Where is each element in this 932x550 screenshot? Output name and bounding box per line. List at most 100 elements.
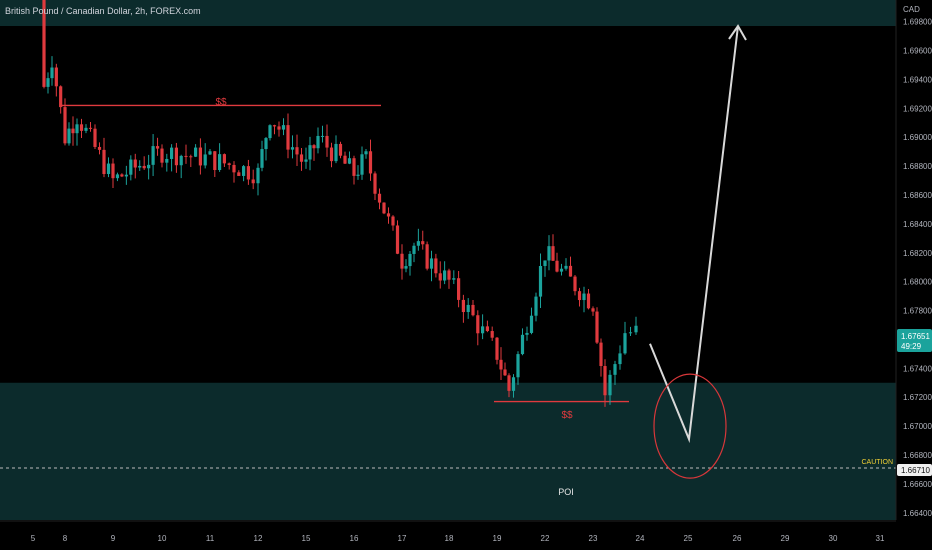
candle <box>499 347 503 381</box>
price-tick-label: 1.68200 <box>903 249 932 258</box>
candle <box>50 56 54 86</box>
chart-title: British Pound / Canadian Dollar, 2h, FOR… <box>5 6 201 16</box>
candle <box>71 116 75 146</box>
candle <box>471 299 475 317</box>
candle <box>268 124 272 141</box>
candle <box>386 207 391 224</box>
candle <box>404 259 408 273</box>
time-tick-label: 15 <box>302 534 311 543</box>
candle <box>93 124 97 149</box>
upper-zone <box>0 0 896 26</box>
time-tick-label: 12 <box>254 534 263 543</box>
candle <box>308 136 312 171</box>
candle <box>290 135 295 159</box>
candle <box>364 148 368 159</box>
candle <box>325 124 329 157</box>
candle <box>97 142 102 155</box>
poi-label: POI <box>558 487 574 497</box>
candle <box>320 125 325 143</box>
candle <box>452 270 456 285</box>
candle <box>222 153 226 167</box>
candle <box>106 157 111 178</box>
time-tick-label: 24 <box>636 534 645 543</box>
candle <box>529 307 534 335</box>
time-tick-label: 25 <box>684 534 693 543</box>
candle <box>391 215 395 231</box>
time-tick-labels: 5 8 9 10 11 12 15 16 17 18 19 22 23 24 25 26 29 30 31 <box>31 534 885 543</box>
candles-layer <box>42 0 638 407</box>
candle <box>360 146 364 180</box>
candle <box>272 124 277 135</box>
time-tick-label: 11 <box>206 534 215 543</box>
candle <box>260 140 264 172</box>
price-tick-label: 1.66800 <box>903 451 932 460</box>
candle <box>155 137 160 156</box>
candle <box>299 147 304 171</box>
candle <box>304 147 308 169</box>
candle <box>434 253 438 278</box>
time-axis[interactable]: 5 8 9 10 11 12 15 16 17 18 19 22 23 24 25 26 29 30 31 <box>0 520 896 543</box>
candle <box>189 154 193 168</box>
candle <box>102 137 106 178</box>
candle <box>147 154 151 180</box>
time-tick-label: 10 <box>158 534 167 543</box>
levels-layer <box>0 104 896 469</box>
price-tick-label: 1.69600 <box>903 47 932 56</box>
target-circle <box>653 373 727 479</box>
candle <box>520 328 525 356</box>
time-tick-label: 9 <box>111 534 116 543</box>
candle <box>395 220 400 255</box>
candle <box>534 292 538 322</box>
candle <box>160 144 164 168</box>
candle <box>555 252 559 273</box>
candle <box>184 144 188 164</box>
candle <box>547 235 551 271</box>
time-tick-label: 17 <box>398 534 407 543</box>
currency-label: CAD <box>903 5 920 14</box>
price-tick-label: 1.66400 <box>903 509 932 518</box>
time-tick-label: 5 <box>31 534 36 543</box>
candle <box>613 360 617 385</box>
candle <box>573 274 577 296</box>
candle <box>481 314 485 340</box>
candle <box>408 250 412 276</box>
candle <box>623 321 627 355</box>
price-tick-label: 1.69400 <box>903 75 932 84</box>
candle <box>42 0 46 89</box>
candle <box>88 122 93 132</box>
candle <box>251 169 255 190</box>
time-tick-label: 18 <box>445 534 454 543</box>
candle <box>466 298 470 319</box>
candle <box>443 261 447 285</box>
candle <box>421 230 425 250</box>
candle <box>170 144 174 172</box>
candle <box>368 139 373 181</box>
time-tick-label: 30 <box>829 534 838 543</box>
candle <box>115 172 120 182</box>
price-axis[interactable]: CAD 1.698001.696001.694001.692001.690001… <box>895 0 932 520</box>
time-tick-label: 23 <box>589 534 598 543</box>
candle <box>246 159 250 185</box>
poi-zone <box>0 382 896 520</box>
candle <box>46 72 50 94</box>
candle <box>634 316 638 335</box>
candle <box>208 149 212 155</box>
candle <box>490 326 494 341</box>
price-tick-label: 1.68400 <box>903 220 932 229</box>
candle <box>179 154 183 179</box>
candle <box>59 85 63 114</box>
candle <box>543 260 547 277</box>
candle <box>568 256 573 277</box>
candle <box>356 165 360 180</box>
candle <box>133 153 137 179</box>
candle <box>595 307 599 344</box>
candle <box>495 337 499 365</box>
candle <box>218 143 222 172</box>
candle <box>628 326 633 337</box>
zones-layer <box>0 0 896 520</box>
candle <box>586 288 591 310</box>
candle <box>476 310 480 346</box>
price-tick-label: 1.69800 <box>903 18 932 27</box>
candle <box>603 359 607 407</box>
